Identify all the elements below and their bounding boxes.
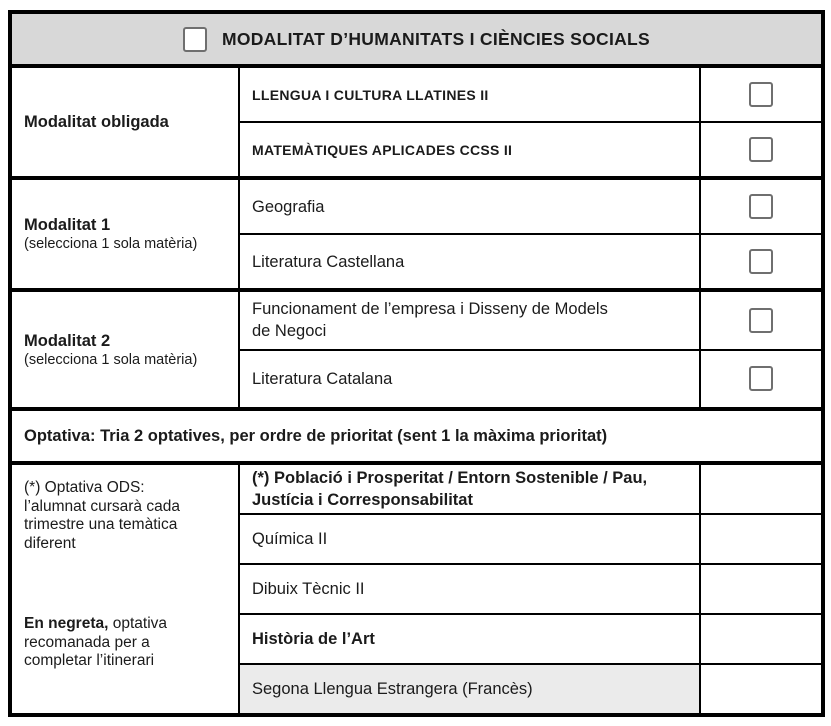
optative-row: Dibuix Tècnic II <box>240 563 821 613</box>
priority-input-cell[interactable] <box>701 565 821 613</box>
subject-row: Geografia <box>240 180 821 233</box>
group-label: Modalitat 2 <box>24 331 111 350</box>
subject-row: Funcionament de l’empresa i Disseny de M… <box>240 292 821 349</box>
subject-name: LLENGUA I CULTURA LLATINES II <box>240 68 701 121</box>
subject-checkbox[interactable] <box>749 366 773 392</box>
subject-name: Literatura Castellana <box>240 235 701 288</box>
group-label: Modalitat 1 <box>24 216 111 234</box>
subject-checkbox-cell <box>701 180 821 233</box>
group-label-cell: Modalitat 1 (selecciona 1 sola matèria) <box>12 180 240 288</box>
subject-checkbox[interactable] <box>749 194 773 219</box>
subject-row: MATEMÀTIQUES APLICADES CCSS II <box>240 121 821 176</box>
optative-name: Dibuix Tècnic II <box>240 565 701 613</box>
subject-checkbox-cell <box>701 68 821 121</box>
optatives-side-notes: (*) Optativa ODS: l’alumnat cursarà cada… <box>12 465 240 713</box>
group-subjects: Geografia Literatura Castellana <box>240 180 821 288</box>
group-modalitat-1: Modalitat 1 (selecciona 1 sola matèria) … <box>12 180 821 292</box>
priority-input-cell[interactable] <box>701 515 821 563</box>
optative-row: Història de l’Art <box>240 613 821 663</box>
optative-name: Química II <box>240 515 701 563</box>
ods-note: (*) Optativa ODS: l’alumnat cursarà cada… <box>24 479 180 552</box>
priority-input-cell[interactable] <box>701 615 821 663</box>
bold-note-rest: optativa recomanada per a completar l’it… <box>24 615 168 669</box>
subject-name: Funcionament de l’empresa i Disseny de M… <box>240 292 701 349</box>
optatives-section: (*) Optativa ODS: l’alumnat cursarà cada… <box>12 465 821 713</box>
group-sublabel: (selecciona 1 sola matèria) <box>24 351 198 368</box>
subject-row: Literatura Catalana <box>240 348 821 408</box>
group-subjects: LLENGUA I CULTURA LLATINES II MATEMÀTIQU… <box>240 68 821 176</box>
subject-checkbox-cell <box>701 351 821 408</box>
priority-input-cell[interactable] <box>701 665 821 713</box>
subject-checkbox[interactable] <box>749 82 773 107</box>
modality-header: MODALITAT D’HUMANITATS I CIÈNCIES SOCIAL… <box>12 14 821 68</box>
subject-row: Literatura Castellana <box>240 233 821 288</box>
optative-name: (*) Població i Prosperitat / Entorn Sost… <box>240 465 701 513</box>
subject-checkbox[interactable] <box>749 137 773 162</box>
group-modalitat-obligada: Modalitat obligada LLENGUA I CULTURA LLA… <box>12 68 821 180</box>
optativa-instruction: Optativa: Tria 2 optatives, per ordre de… <box>12 411 821 465</box>
subject-checkbox-cell <box>701 235 821 288</box>
subject-row: LLENGUA I CULTURA LLATINES II <box>240 68 821 121</box>
priority-input-cell[interactable] <box>701 465 821 513</box>
subject-checkbox[interactable] <box>749 307 773 333</box>
group-label-cell: Modalitat obligada <box>12 68 240 176</box>
optative-row: (*) Població i Prosperitat / Entorn Sost… <box>240 465 821 513</box>
group-label: Modalitat obligada <box>24 113 169 131</box>
optative-row: Química II <box>240 513 821 563</box>
subject-checkbox-cell <box>701 123 821 176</box>
subject-name: MATEMÀTIQUES APLICADES CCSS II <box>240 123 701 176</box>
group-label-cell: Modalitat 2 (selecciona 1 sola matèria) <box>12 292 240 407</box>
group-sublabel: (selecciona 1 sola matèria) <box>24 236 198 252</box>
modality-title: MODALITAT D’HUMANITATS I CIÈNCIES SOCIAL… <box>221 28 651 49</box>
optatives-list: (*) Població i Prosperitat / Entorn Sost… <box>240 465 821 713</box>
subject-checkbox-cell <box>701 292 821 349</box>
optative-name: Història de l’Art <box>240 615 701 663</box>
subject-checkbox[interactable] <box>749 249 773 274</box>
optative-name: Segona Llengua Estrangera (Francès) <box>240 665 701 713</box>
subject-name: Literatura Catalana <box>240 350 701 407</box>
group-modalitat-2: Modalitat 2 (selecciona 1 sola matèria) … <box>12 292 821 411</box>
subject-name: Geografia <box>240 180 701 233</box>
bold-note: En negreta, optativa recomanada per a co… <box>24 615 208 671</box>
bold-note-lead: En negreta, <box>24 615 109 632</box>
modality-form-table: MODALITAT D’HUMANITATS I CIÈNCIES SOCIAL… <box>8 10 825 717</box>
optative-row: Segona Llengua Estrangera (Francès) <box>240 663 821 713</box>
group-subjects: Funcionament de l’empresa i Disseny de M… <box>240 292 821 407</box>
modality-header-checkbox[interactable] <box>182 26 207 52</box>
